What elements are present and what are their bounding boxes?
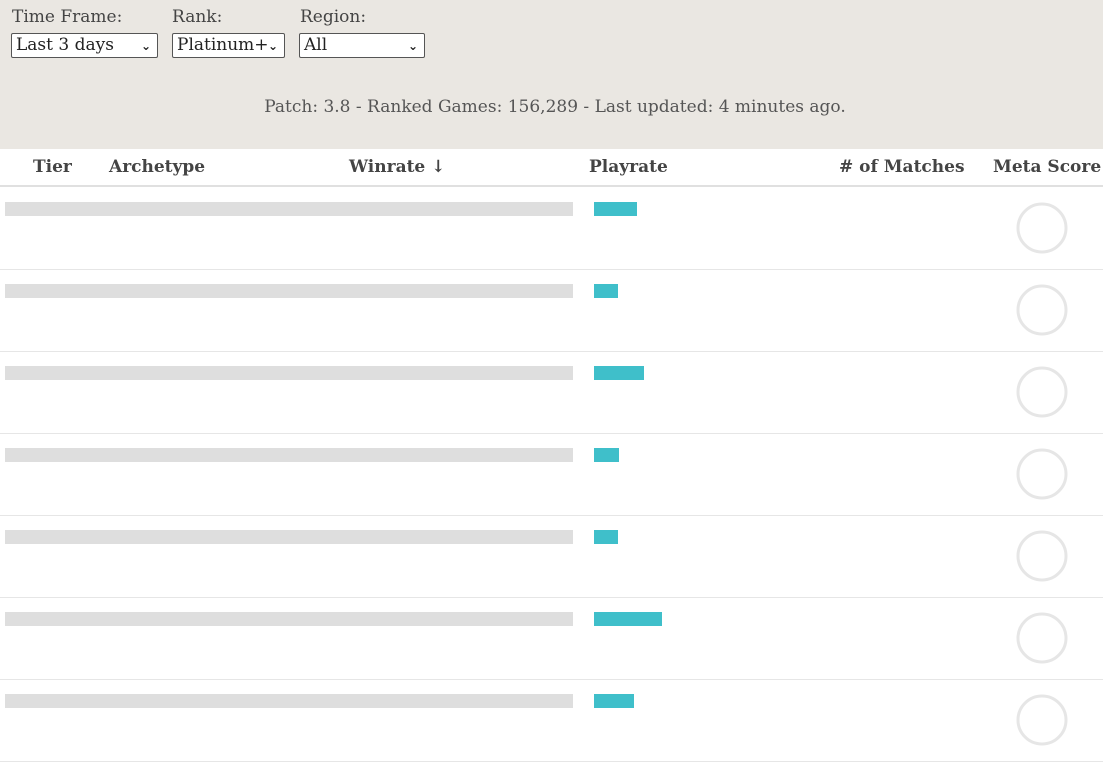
region-filter: Region: xyxy=(300,6,366,28)
meta-score-gauge xyxy=(1016,202,1068,254)
playrate-bar xyxy=(594,612,662,626)
playrate-bar xyxy=(594,530,618,544)
header-meta-score[interactable]: Meta Score xyxy=(993,157,1102,177)
meta-score-gauge xyxy=(1016,284,1068,336)
header-tier[interactable]: Tier xyxy=(33,157,72,177)
meta-score-ring xyxy=(1015,447,1069,501)
region-select[interactable]: All ⌄ xyxy=(299,33,425,58)
header-playrate[interactable]: Playrate xyxy=(589,157,668,177)
time-frame-label: Time Frame: xyxy=(12,7,123,27)
patch-status-line: Patch: 3.8 - Ranked Games: 156,289 - Las… xyxy=(264,97,846,117)
playrate-bar xyxy=(594,202,637,216)
winrate-bar xyxy=(5,530,573,544)
table-row[interactable] xyxy=(0,680,1103,762)
region-label: Region: xyxy=(300,7,367,27)
chevron-down-icon: ⌄ xyxy=(407,39,418,53)
meta-score-ring xyxy=(1015,529,1069,583)
meta-score-ring xyxy=(1015,283,1069,337)
meta-score-ring xyxy=(1015,611,1069,665)
meta-score-gauge xyxy=(1016,694,1068,746)
rank-filter: Rank: xyxy=(172,6,222,28)
table-row[interactable] xyxy=(0,598,1103,680)
winrate-bar xyxy=(5,694,573,708)
meta-score-ring xyxy=(1015,365,1069,419)
rank-label: Rank: xyxy=(172,7,223,27)
meta-score-gauge xyxy=(1016,612,1068,664)
rank-select[interactable]: Platinum+ ⌄ xyxy=(172,33,285,58)
playrate-bar xyxy=(594,694,634,708)
header-matches[interactable]: # of Matches xyxy=(839,157,965,177)
playrate-bar xyxy=(594,448,619,462)
meta-score-gauge xyxy=(1016,530,1068,582)
filter-bar: Time Frame: Last 3 days ⌄ Rank: Platinum… xyxy=(0,0,1103,149)
header-winrate[interactable]: Winrate ↓ xyxy=(349,157,446,177)
time-frame-filter: Time Frame: xyxy=(12,6,122,28)
meta-score-ring xyxy=(1015,693,1069,747)
rank-value: Platinum+ xyxy=(177,35,269,55)
meta-score-gauge xyxy=(1016,448,1068,500)
table-row[interactable] xyxy=(0,270,1103,352)
table-row[interactable] xyxy=(0,434,1103,516)
table-row[interactable] xyxy=(0,188,1103,270)
meta-score-gauge xyxy=(1016,366,1068,418)
winrate-bar xyxy=(5,366,573,380)
time-frame-select[interactable]: Last 3 days ⌄ xyxy=(11,33,158,58)
table-header: Tier Archetype Winrate ↓ Playrate # of M… xyxy=(0,149,1103,187)
winrate-bar xyxy=(5,284,573,298)
table-row[interactable] xyxy=(0,352,1103,434)
time-frame-value: Last 3 days xyxy=(16,35,114,55)
winrate-bar xyxy=(5,612,573,626)
table-row[interactable] xyxy=(0,516,1103,598)
winrate-bar xyxy=(5,202,573,216)
header-archetype[interactable]: Archetype xyxy=(109,157,206,177)
playrate-bar xyxy=(594,284,618,298)
meta-score-ring xyxy=(1015,201,1069,255)
chevron-down-icon: ⌄ xyxy=(267,39,278,53)
winrate-bar xyxy=(5,448,573,462)
playrate-bar xyxy=(594,366,644,380)
chevron-down-icon: ⌄ xyxy=(140,39,151,53)
region-value: All xyxy=(304,35,328,55)
